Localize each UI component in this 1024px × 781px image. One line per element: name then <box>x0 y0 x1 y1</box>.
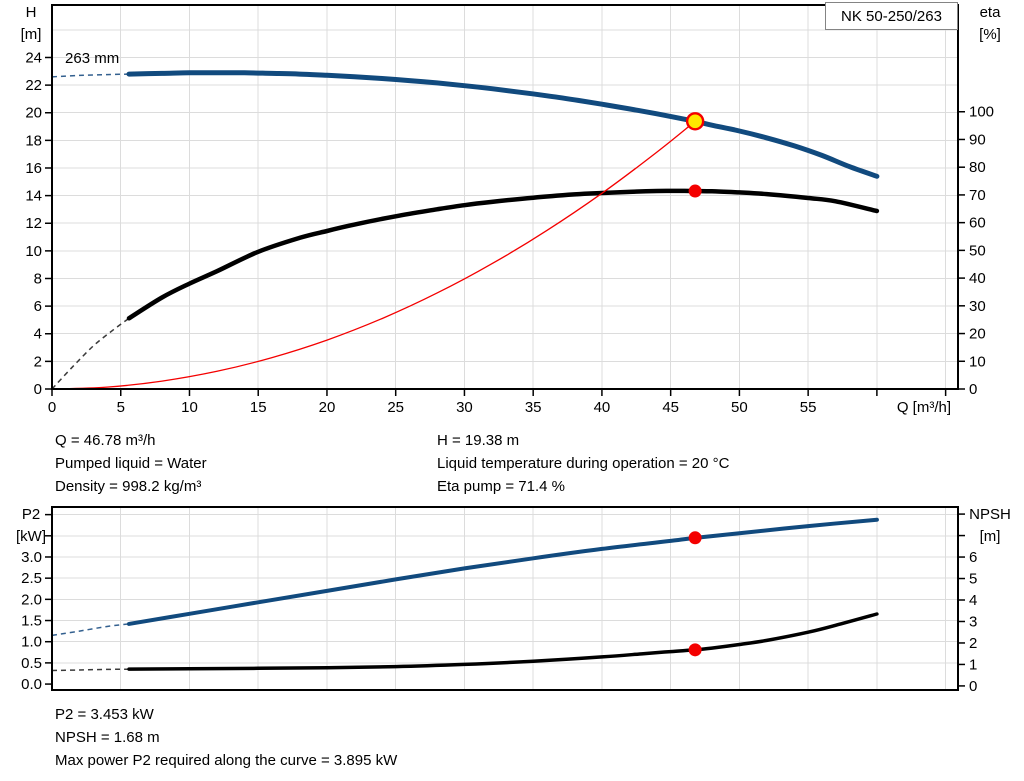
info-line-npsh: NPSH = 1.68 m <box>55 729 160 746</box>
pump-type-box: NK 50-250/263 <box>825 2 958 30</box>
left-tick-label: 20 <box>25 105 42 122</box>
right-tick-label: 80 <box>969 159 986 176</box>
left-tick-label: 2.5 <box>21 570 42 587</box>
left-tick-label: 2.0 <box>21 591 42 608</box>
power-curve-dashed <box>51 623 130 637</box>
x-tick-label: 5 <box>117 399 125 416</box>
left-tick-label: 3.0 <box>21 549 42 566</box>
power-curve <box>126 517 879 626</box>
info-line-h: H = 19.38 m <box>437 432 520 449</box>
right-tick-label: 10 <box>969 353 986 370</box>
right-tick-label: 6 <box>969 549 977 566</box>
left-tick-label: 0 <box>34 381 42 398</box>
right-tick-label: 5 <box>969 571 977 588</box>
pump-type-label: NK 50-250/263 <box>841 7 942 25</box>
right-tick-label: 60 <box>969 215 986 232</box>
left-axis-label: [kW] <box>16 528 46 545</box>
head-efficiency-chart: 0 5 10 15 20 25 30 35 40 45 50 55 Q [m³/h]0246810121… <box>21 4 1002 416</box>
right-tick-label: 20 <box>969 326 986 343</box>
left-tick-label: 12 <box>25 215 42 232</box>
left-tick-label: 6 <box>34 298 42 315</box>
left-tick-label: 0.5 <box>21 655 42 672</box>
left-axis-label: H <box>26 4 37 21</box>
x-tick-label: 25 <box>387 399 404 416</box>
power-npsh-chart: 0.0 0.5 1.0 1.5 2.0 2.5 3.0 0 1 2 3 4 5 6 P2 [kW] NPSH [m… <box>16 506 1011 695</box>
left-tick-label: 8 <box>34 270 42 287</box>
x-tick-label: 50 <box>731 399 748 416</box>
right-tick-label: 40 <box>969 270 986 287</box>
plot-frame <box>51 4 959 390</box>
curve-point-marker <box>688 184 702 198</box>
right-tick-label: 0 <box>969 678 977 695</box>
info-line-liquid: Pumped liquid = Water <box>55 455 207 472</box>
x-tick-label: 45 <box>662 399 679 416</box>
left-tick-label: 10 <box>25 243 42 260</box>
right-tick-label: 4 <box>969 592 977 609</box>
left-tick-label: 1.0 <box>21 634 42 651</box>
x-tick-label: 15 <box>250 399 267 416</box>
duty-point-marker <box>685 112 705 131</box>
curve-point-marker <box>688 643 702 657</box>
right-tick-label: 50 <box>969 242 986 259</box>
power-info: P2 = 3.453 kW NPSH = 1.68 m Max power P2… <box>55 703 397 772</box>
left-tick-label: 4 <box>34 326 42 343</box>
efficiency-curve <box>126 188 880 321</box>
info-line-temperature: Liquid temperature during operation = 20… <box>437 455 730 472</box>
right-tick-label: 3 <box>969 613 977 630</box>
npsh-curve <box>127 612 879 671</box>
right-tick-label: 30 <box>969 298 986 315</box>
right-axis-label: [m] <box>980 528 1001 545</box>
info-line-q: Q = 46.78 m³/h <box>55 432 156 449</box>
right-tick-label: 70 <box>969 187 986 204</box>
x-tick-label: 20 <box>319 399 336 416</box>
left-tick-label: 24 <box>25 49 42 66</box>
right-tick-label: 1 <box>969 656 977 673</box>
info-line-eta: Eta pump = 71.4 % <box>437 478 565 495</box>
right-tick-label: 2 <box>969 635 977 652</box>
info-line-maxpower: Max power P2 required along the curve = … <box>55 752 398 769</box>
impeller-diameter-label: 263 mm <box>65 50 119 67</box>
right-tick-label: 0 <box>969 381 977 398</box>
left-tick-label: 0.0 <box>21 676 42 693</box>
x-tick-label: 40 <box>594 399 611 416</box>
left-tick-label: 2 <box>34 353 42 370</box>
left-axis-label: [m] <box>21 26 42 43</box>
info-line-density: Density = 998.2 kg/m³ <box>55 478 202 495</box>
x-tick-label: 0 <box>48 399 56 416</box>
left-tick-label: 14 <box>25 188 42 205</box>
head-curve <box>126 70 880 179</box>
right-tick-label: 90 <box>969 131 986 148</box>
right-axis-label: NPSH <box>969 506 1011 523</box>
left-tick-label: 22 <box>25 77 42 94</box>
x-tick-label: 30 <box>456 399 473 416</box>
right-axis-label: eta <box>980 4 1002 21</box>
x-tick-label: 55 <box>800 399 817 416</box>
head-curve-dashed <box>51 73 130 78</box>
left-tick-label: 18 <box>25 132 42 149</box>
x-tick-label: 35 <box>525 399 542 416</box>
duty-info-left: Q = 46.78 m³/h Pumped liquid = Water Den… <box>55 429 207 498</box>
left-axis-label: P2 <box>22 506 40 523</box>
left-tick-label: 16 <box>25 160 42 177</box>
info-line-p2: P2 = 3.453 kW <box>55 706 154 723</box>
curve-point-marker <box>688 531 702 545</box>
duty-info-right: H = 19.38 m Liquid temperature during op… <box>437 429 729 498</box>
x-tick-label: 10 <box>181 399 198 416</box>
plot-frame <box>51 506 959 691</box>
system-curve <box>51 120 696 390</box>
right-tick-label: 100 <box>969 104 994 121</box>
efficiency-curve-dashed <box>51 317 130 390</box>
right-axis-label: [%] <box>979 26 1001 43</box>
left-tick-label: 1.5 <box>21 613 42 630</box>
npsh-curve-dashed <box>51 668 130 672</box>
x-axis-unit-label: Q [m³/h] <box>897 399 951 416</box>
